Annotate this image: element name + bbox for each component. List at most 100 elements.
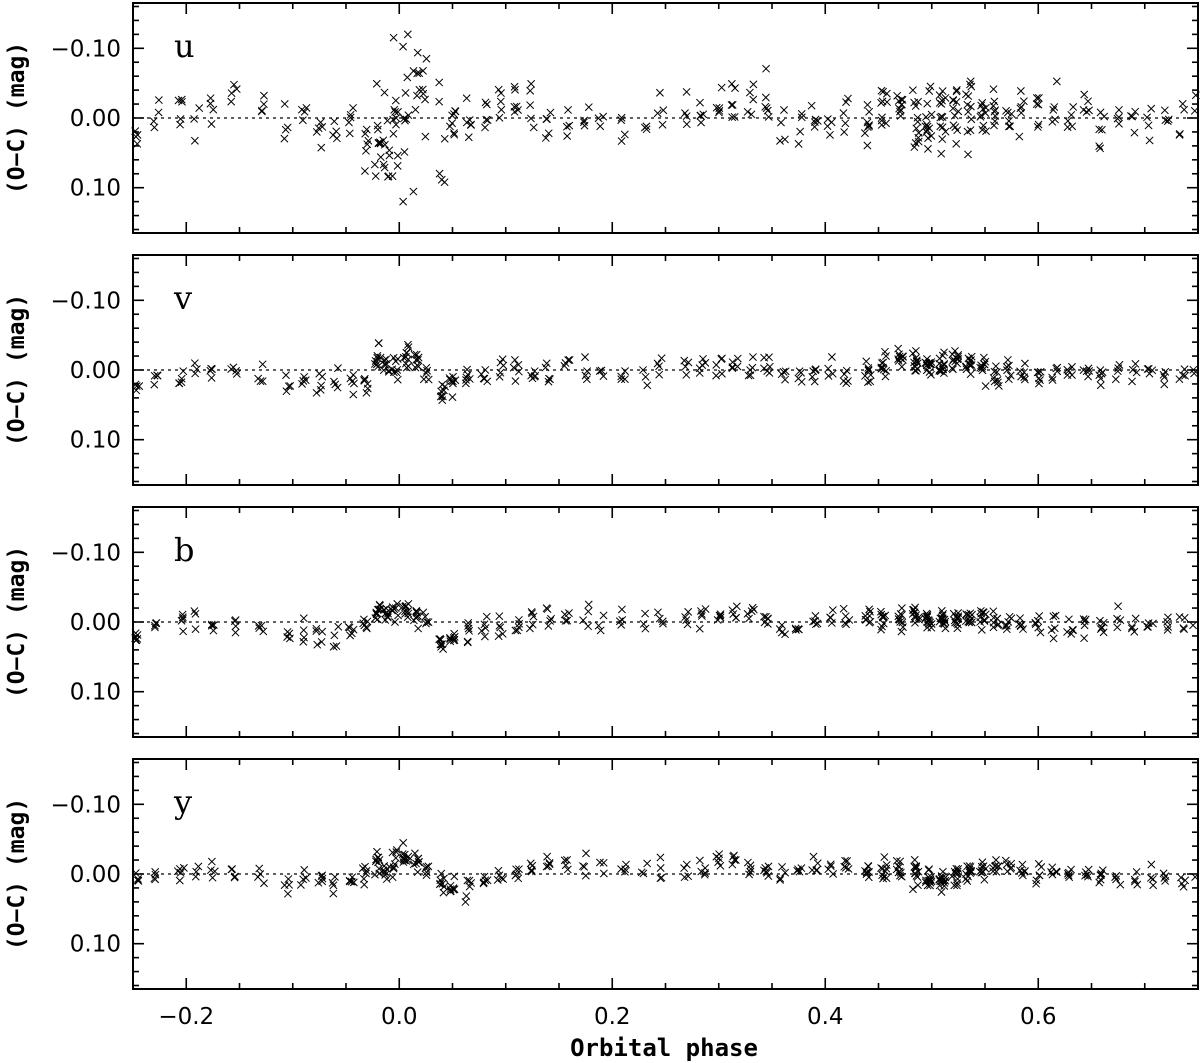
data-point bbox=[436, 392, 445, 401]
data-point bbox=[399, 197, 408, 206]
data-point bbox=[926, 875, 935, 884]
data-point bbox=[966, 80, 974, 89]
data-point bbox=[565, 121, 574, 130]
data-point bbox=[1064, 615, 1073, 624]
data-point bbox=[976, 618, 985, 626]
data-point bbox=[527, 114, 535, 123]
data-point bbox=[655, 362, 664, 371]
data-point bbox=[435, 78, 444, 87]
data-point bbox=[1178, 99, 1187, 108]
data-point bbox=[976, 606, 985, 615]
data-point bbox=[761, 102, 770, 111]
data-point bbox=[413, 48, 422, 57]
data-point bbox=[584, 600, 593, 609]
data-point bbox=[332, 127, 341, 136]
data-point bbox=[780, 106, 788, 114]
data-point bbox=[560, 610, 569, 619]
data-point bbox=[528, 620, 537, 629]
data-point bbox=[1189, 365, 1198, 374]
data-point bbox=[732, 602, 741, 611]
data-point bbox=[400, 148, 409, 156]
data-point bbox=[301, 376, 310, 385]
data-point bbox=[439, 386, 448, 395]
data-point bbox=[701, 605, 710, 613]
data-point bbox=[317, 143, 326, 152]
data-point bbox=[1097, 125, 1106, 134]
data-point bbox=[1100, 112, 1109, 121]
data-point bbox=[941, 93, 950, 102]
data-point bbox=[527, 607, 536, 616]
data-point bbox=[150, 123, 159, 132]
data-point bbox=[1159, 370, 1168, 379]
data-point bbox=[727, 79, 736, 88]
data-point bbox=[547, 614, 555, 623]
data-point bbox=[438, 640, 447, 649]
data-point bbox=[1082, 367, 1091, 376]
data-point bbox=[1095, 125, 1104, 134]
data-point bbox=[1002, 106, 1010, 115]
y-tick-label: 0.10 bbox=[70, 680, 121, 706]
data-point bbox=[1143, 113, 1151, 122]
data-point bbox=[400, 850, 409, 859]
data-point bbox=[494, 866, 503, 875]
data-point bbox=[1161, 877, 1170, 885]
data-point bbox=[1036, 367, 1045, 376]
data-point bbox=[497, 105, 506, 114]
data-point bbox=[445, 122, 454, 131]
data-point bbox=[1017, 372, 1026, 381]
data-point bbox=[348, 873, 357, 882]
data-point bbox=[809, 852, 818, 861]
data-point bbox=[911, 139, 920, 147]
data-point bbox=[908, 610, 917, 618]
data-point bbox=[594, 621, 603, 630]
data-point bbox=[1018, 860, 1027, 869]
data-point bbox=[1068, 362, 1076, 371]
data-point bbox=[332, 642, 341, 651]
data-point bbox=[563, 855, 572, 864]
data-point bbox=[964, 150, 972, 159]
data-point bbox=[981, 357, 990, 366]
data-point bbox=[1133, 880, 1142, 889]
data-point bbox=[1019, 97, 1028, 106]
data-point bbox=[393, 375, 402, 384]
data-point bbox=[150, 623, 159, 632]
data-point bbox=[925, 124, 934, 133]
data-point bbox=[583, 367, 592, 376]
data-point bbox=[1003, 355, 1012, 364]
data-point bbox=[897, 100, 906, 109]
data-point bbox=[746, 867, 755, 876]
data-point bbox=[684, 607, 693, 616]
data-point bbox=[413, 868, 422, 877]
series-v bbox=[131, 339, 1199, 405]
data-point bbox=[499, 361, 508, 370]
data-point bbox=[391, 107, 400, 116]
data-point bbox=[657, 354, 666, 363]
data-point bbox=[1069, 103, 1078, 111]
data-point bbox=[462, 118, 471, 127]
data-point bbox=[877, 364, 886, 373]
data-point bbox=[729, 610, 738, 619]
data-point bbox=[941, 876, 950, 885]
data-point bbox=[584, 622, 593, 631]
data-point bbox=[653, 608, 662, 617]
data-point bbox=[1191, 91, 1200, 100]
data-point bbox=[177, 374, 186, 383]
data-point bbox=[1053, 363, 1062, 372]
data-point bbox=[393, 161, 402, 170]
data-point bbox=[682, 616, 691, 625]
data-point bbox=[595, 367, 604, 376]
data-point bbox=[133, 139, 142, 148]
data-point bbox=[993, 378, 1002, 387]
data-point bbox=[893, 91, 902, 100]
data-point bbox=[952, 87, 961, 96]
data-point bbox=[864, 363, 873, 372]
data-point bbox=[881, 867, 890, 876]
data-point bbox=[358, 864, 367, 873]
data-point bbox=[778, 862, 786, 871]
data-point bbox=[467, 120, 475, 129]
x-tick-label: 0.0 bbox=[381, 1004, 418, 1030]
data-point bbox=[360, 880, 369, 889]
data-point bbox=[950, 111, 959, 120]
data-point bbox=[865, 618, 874, 627]
data-point bbox=[897, 611, 906, 620]
